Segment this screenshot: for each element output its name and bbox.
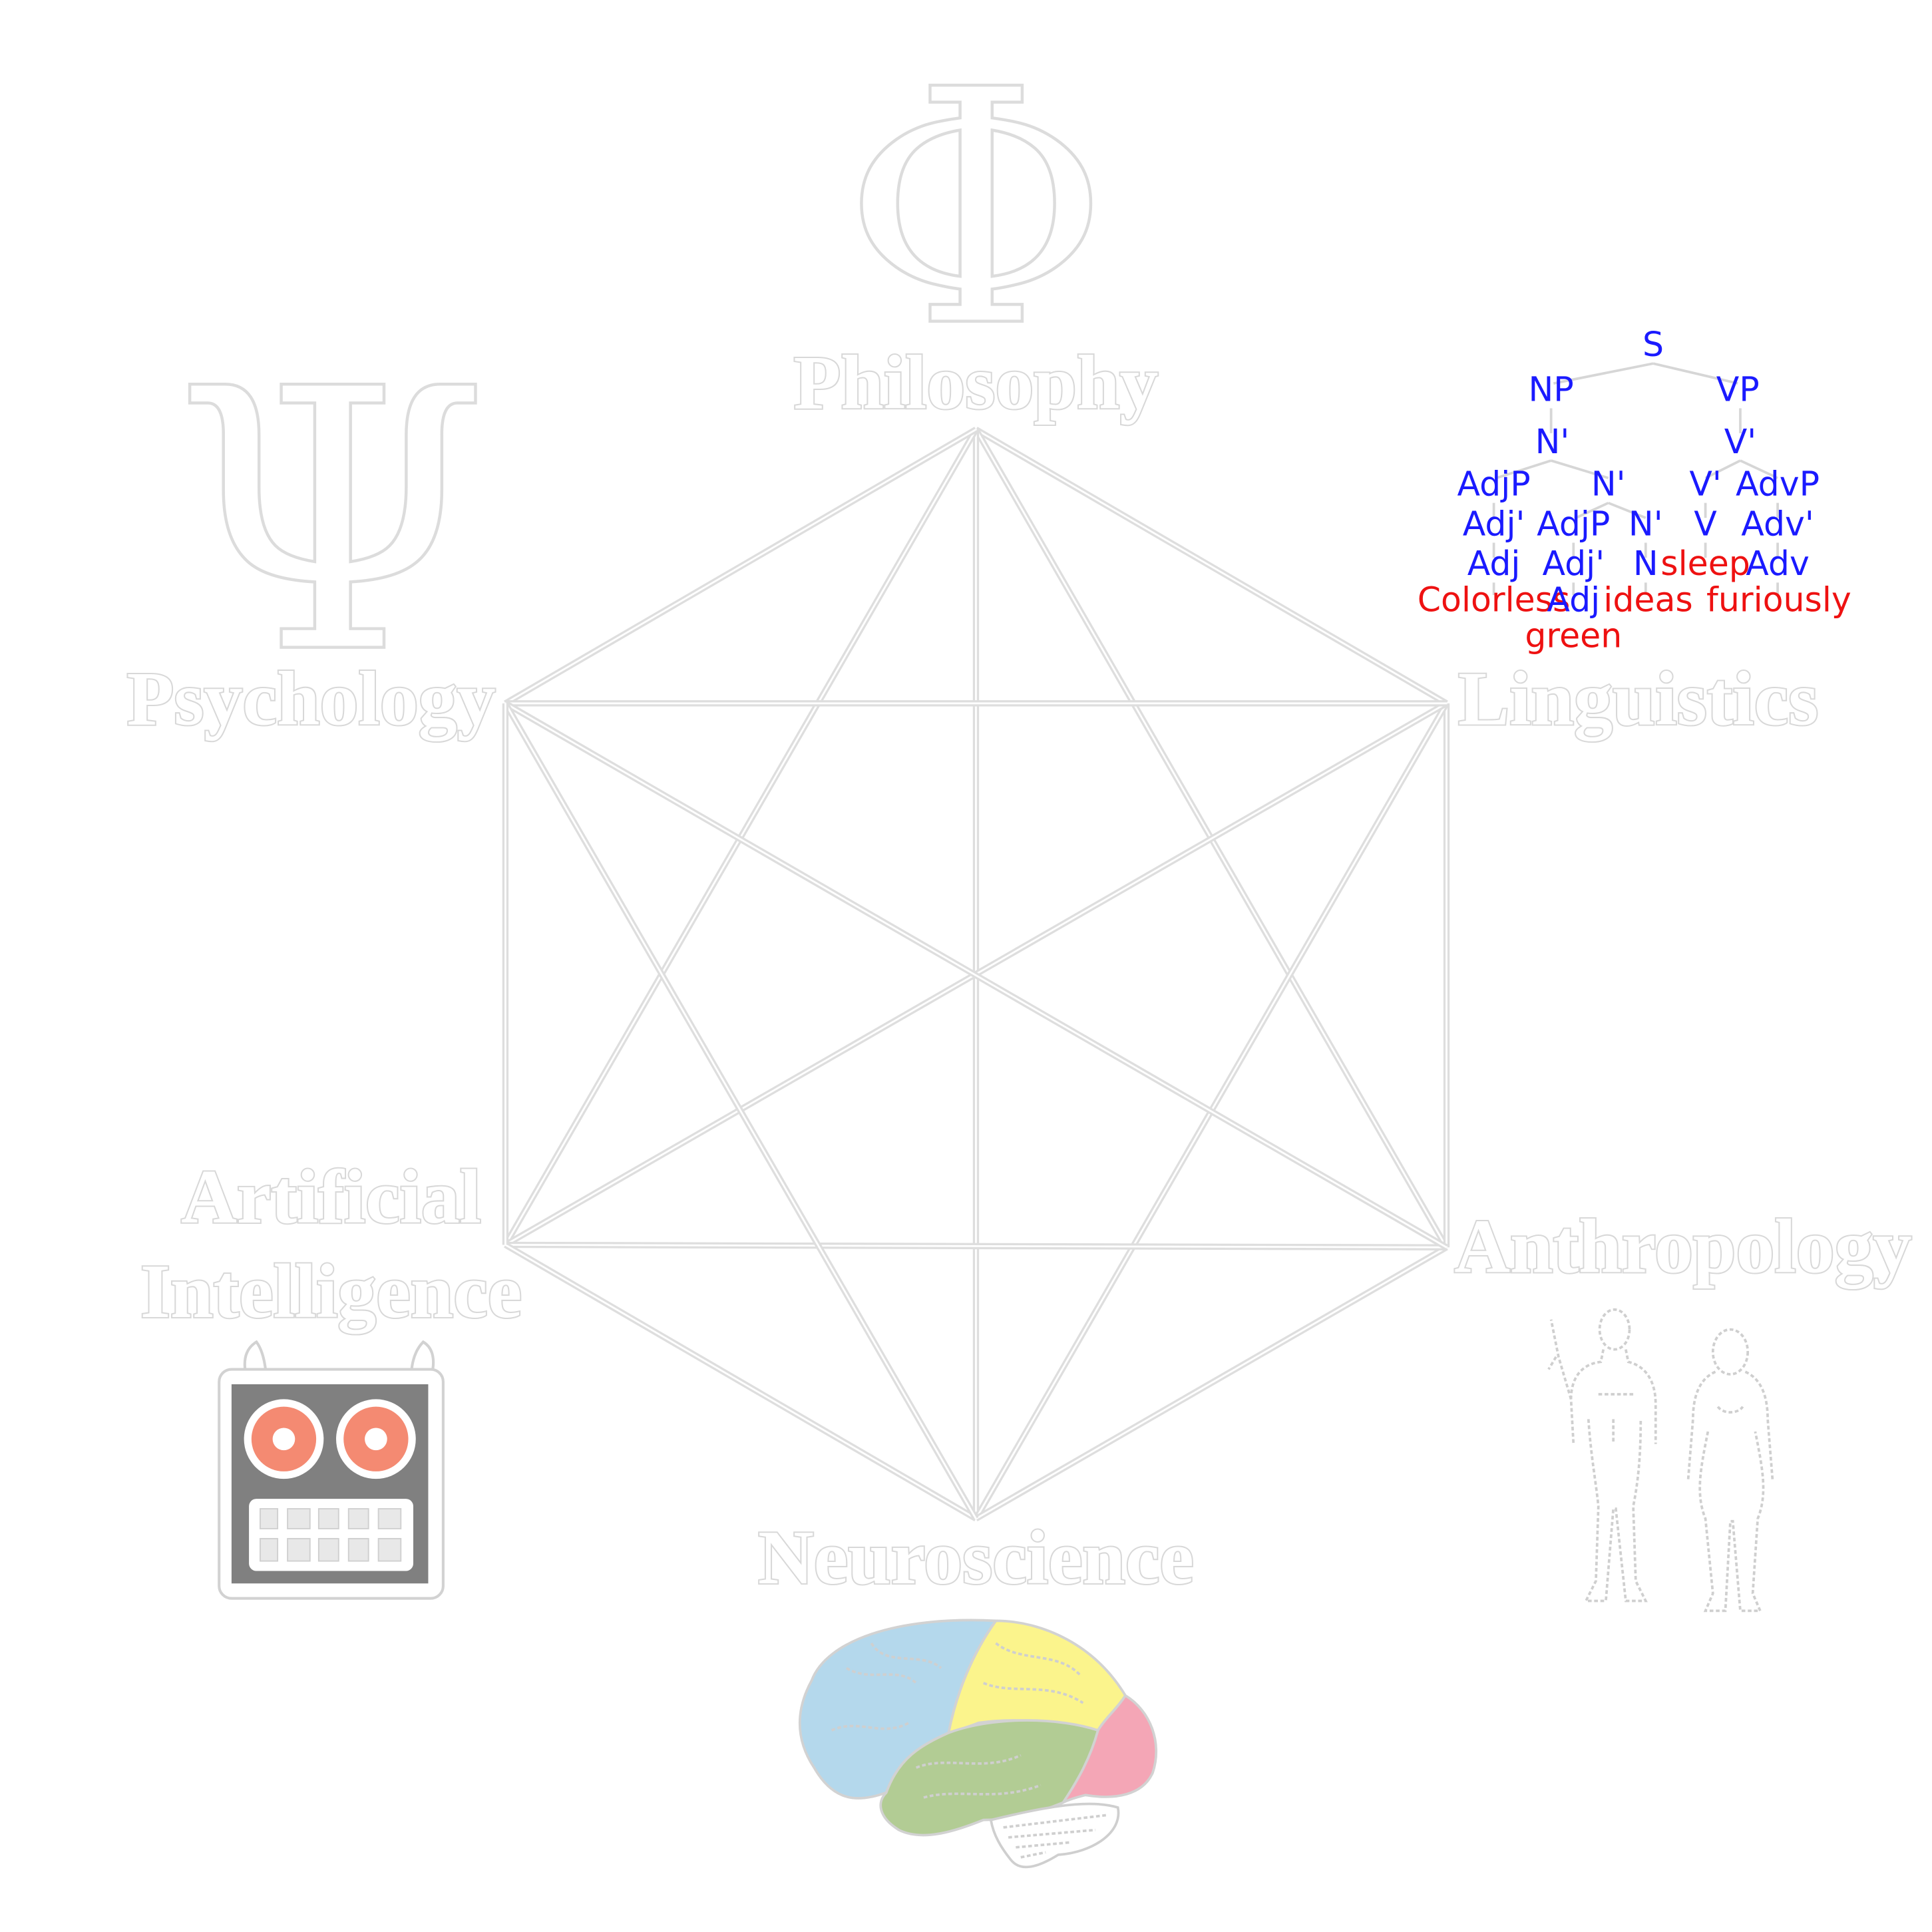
edge-neuroscience-psychology [504, 703, 977, 1519]
tree-node-vbar: V' [1724, 422, 1756, 461]
phi-icon: Φ [843, 21, 1109, 398]
tree-node-vbar: V' [1689, 464, 1721, 503]
edge-philosophy-linguistics [975, 429, 1448, 705]
edge-anthropology-psychology [504, 702, 1448, 1249]
linguistics-label: Linguistics [1458, 657, 1818, 742]
male-figure [1547, 1308, 1657, 1603]
tree-node-adjbar: Adj' [1542, 544, 1605, 583]
tree-word-green: green [1525, 616, 1622, 656]
syntax-tree: S NP VP N' V' AdjP N' V' AdvP Adj' AdjP … [1418, 325, 1851, 656]
neuroscience-label: Neuroscience [758, 1515, 1194, 1601]
female-figure [1686, 1328, 1774, 1613]
edge-anthropology-neuroscience [975, 1247, 1448, 1520]
brain-icon [799, 1619, 1158, 1869]
tree-node-nbar: N' [1629, 504, 1663, 543]
tree-node-advbar: Adv' [1741, 504, 1814, 543]
tree-node-adjp: AdjP [1537, 504, 1610, 543]
psychology-label: Psychology [127, 657, 496, 742]
tree-node-adjbar: Adj' [1463, 504, 1525, 543]
tree-node-np: NP [1529, 369, 1574, 409]
artificial-label: Artificial [181, 1155, 481, 1240]
tree-node-nbar: N' [1591, 464, 1626, 503]
tree-word-furiously: furiously [1706, 580, 1851, 619]
tree-node-adjp: AdjP [1457, 464, 1530, 503]
tree-word-colorless: Colorless [1418, 580, 1571, 619]
edge-philosophy-psychology [504, 429, 977, 705]
tree-word-ideas: ideas [1603, 580, 1692, 619]
edge-neuroscience-ai [504, 1244, 977, 1520]
tree-node-vp: VP [1716, 369, 1760, 409]
tree-node-n: N [1633, 544, 1658, 583]
philosophy-label: Philosophy [794, 341, 1159, 426]
tree-node-s: S [1642, 325, 1664, 364]
psi-icon: Ψ [173, 312, 490, 733]
robot-icon [218, 1340, 445, 1600]
tree-node-advp: AdvP [1736, 464, 1820, 503]
edge-anthropology-ai [505, 1244, 1447, 1249]
tree-node-adv: Adv [1746, 544, 1810, 583]
intelligence-label: Intelligence [140, 1249, 522, 1334]
tree-node-adj: Adj [1467, 544, 1521, 583]
tree-word-sleep: sleep [1660, 544, 1750, 583]
connection-lines [502, 427, 1450, 1522]
tree-node-v: V [1694, 504, 1717, 543]
anthropology-label: Anthropology [1454, 1205, 1911, 1290]
human-figures-icon [1547, 1308, 1774, 1613]
tree-node-nbar: N' [1535, 422, 1570, 461]
tree-node-adj: Adj [1547, 580, 1600, 619]
syntax-tree-branches [1492, 362, 1779, 596]
